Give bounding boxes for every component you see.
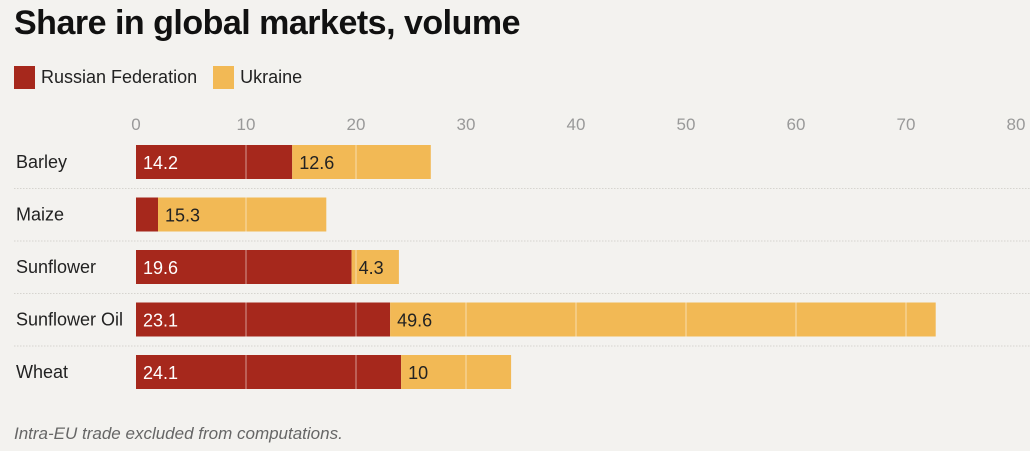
category-label: Maize [16, 205, 64, 225]
data-label: 14.2 [143, 153, 178, 173]
data-label: 12.6 [299, 153, 334, 173]
x-tick-label: 60 [787, 115, 806, 134]
bar-ukraine [292, 145, 431, 179]
bar-russia [136, 250, 352, 284]
x-tick-label: 70 [897, 115, 916, 134]
data-label: 4.3 [359, 258, 384, 278]
legend: Russian Federation Ukraine [14, 66, 318, 89]
bar-ukraine [401, 355, 512, 389]
data-label: 15.3 [165, 206, 200, 226]
legend-label-ukraine: Ukraine [240, 67, 303, 87]
data-label: 10 [408, 363, 428, 383]
category-label: Wheat [16, 362, 68, 382]
category-label: Sunflower Oil [16, 310, 123, 330]
data-label: 24.1 [143, 363, 178, 383]
bar-russia [136, 302, 391, 337]
x-tick-label: 50 [677, 115, 696, 134]
category-label: Barley [16, 152, 67, 172]
legend-swatch-ukraine [213, 66, 235, 89]
x-tick-label: 30 [457, 115, 476, 134]
data-label: 19.6 [143, 258, 178, 278]
x-tick-label: 10 [237, 115, 256, 134]
footnote: Intra-EU trade excluded from computation… [14, 424, 343, 443]
data-label: 23.1 [143, 311, 178, 331]
bar-ukraine [158, 197, 327, 232]
x-tick-label: 80 [1007, 115, 1026, 134]
legend-item-russia: Russian Federation [14, 66, 197, 89]
legend-label-russia: Russian Federation [41, 67, 198, 87]
category-label: Sunflower [16, 257, 96, 277]
x-tick-label: 0 [131, 115, 140, 134]
bar-russia [136, 145, 293, 179]
bar-russia [136, 355, 402, 389]
x-tick-label: 20 [347, 115, 366, 134]
legend-item-ukraine: Ukraine [213, 66, 302, 89]
bar-ukraine [390, 302, 936, 337]
bar-russia [136, 197, 158, 232]
chart-title: Share in global markets, volume [14, 4, 521, 42]
bar-ukraine [351, 250, 399, 284]
x-tick-label: 40 [567, 115, 586, 134]
legend-swatch-russia [14, 66, 35, 89]
data-label: 49.6 [397, 311, 432, 331]
